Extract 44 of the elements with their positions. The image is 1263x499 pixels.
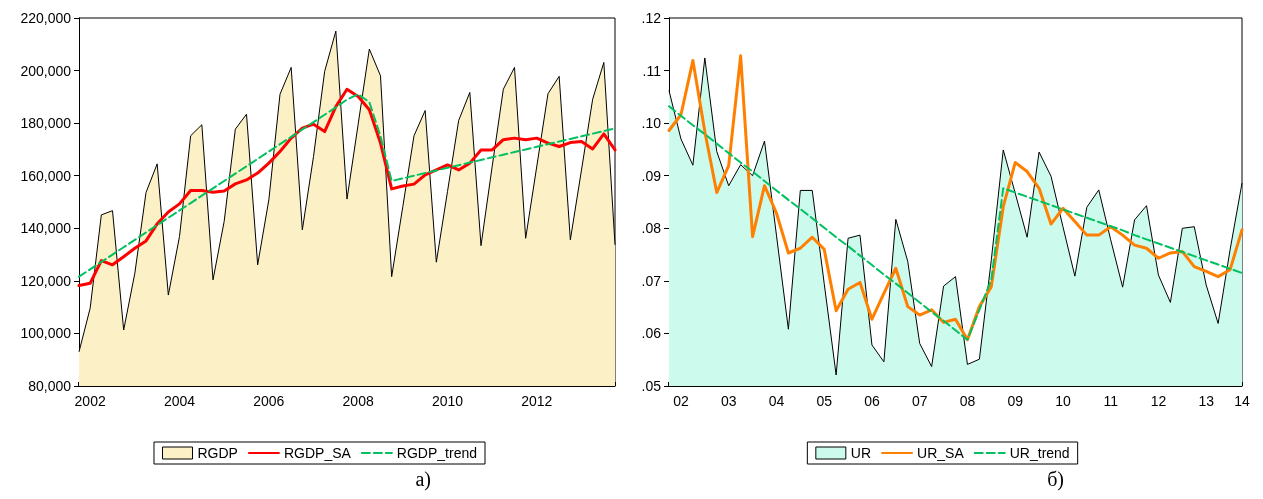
x-tick-label: 09 xyxy=(1007,393,1024,409)
x-tick-label: 2008 xyxy=(342,393,374,409)
y-tick-label: .09 xyxy=(641,167,662,184)
legend-label: RGDP_trend xyxy=(396,445,478,461)
x-tick-label: 2012 xyxy=(521,393,553,409)
line-series xyxy=(668,105,1243,341)
y-tick-label: .08 xyxy=(641,220,662,237)
x-tick-label: 2010 xyxy=(431,393,464,409)
x-tick-label: 04 xyxy=(768,393,785,409)
x-tick-label: 14 xyxy=(1234,393,1250,409)
x-tick-label: 2002 xyxy=(74,393,106,409)
y-tick-label: .06 xyxy=(641,325,662,342)
text: б) xyxy=(1047,468,1065,491)
y-tick-label: 160,000 xyxy=(20,167,72,184)
x-tick-label: 06 xyxy=(864,393,880,409)
y-tick-label: 180,000 xyxy=(20,115,72,132)
y-tick-label: .10 xyxy=(641,115,662,132)
y-tick-label: .11 xyxy=(642,62,662,79)
legend-label: RGDP xyxy=(197,445,238,461)
y-tick-label: 120,000 xyxy=(20,272,72,289)
x-tick-label: 11 xyxy=(1103,393,1119,409)
text: а) xyxy=(415,468,432,491)
x-tick-label: 05 xyxy=(816,393,833,409)
y-tick-label: .07 xyxy=(641,272,662,289)
y-tick-label: 80,000 xyxy=(28,378,72,394)
x-tick-label: 13 xyxy=(1198,393,1215,409)
x-tick-label: 12 xyxy=(1150,393,1167,409)
x-tick-label: 03 xyxy=(720,393,737,409)
x-tick-label: 2004 xyxy=(163,393,196,409)
x-tick-label: 02 xyxy=(673,393,689,409)
legend-label: UR_trend xyxy=(1009,445,1070,461)
x-tick-label: 08 xyxy=(959,393,976,409)
y-tick-label: .05 xyxy=(641,378,662,394)
legend-label: RGDP_SA xyxy=(283,445,352,461)
legend-label: UR xyxy=(850,445,872,461)
x-tick-label: 10 xyxy=(1055,393,1071,409)
y-tick-label: 100,000 xyxy=(20,325,72,342)
legend-label: UR_SA xyxy=(917,445,965,461)
y-tick-label: 200,000 xyxy=(20,62,72,79)
y-tick-label: 220,000 xyxy=(20,10,72,26)
x-tick-label: 07 xyxy=(911,393,928,409)
y-tick-label: 140,000 xyxy=(20,220,72,237)
x-tick-label: 2006 xyxy=(253,393,285,409)
y-tick-label: .12 xyxy=(641,10,662,26)
